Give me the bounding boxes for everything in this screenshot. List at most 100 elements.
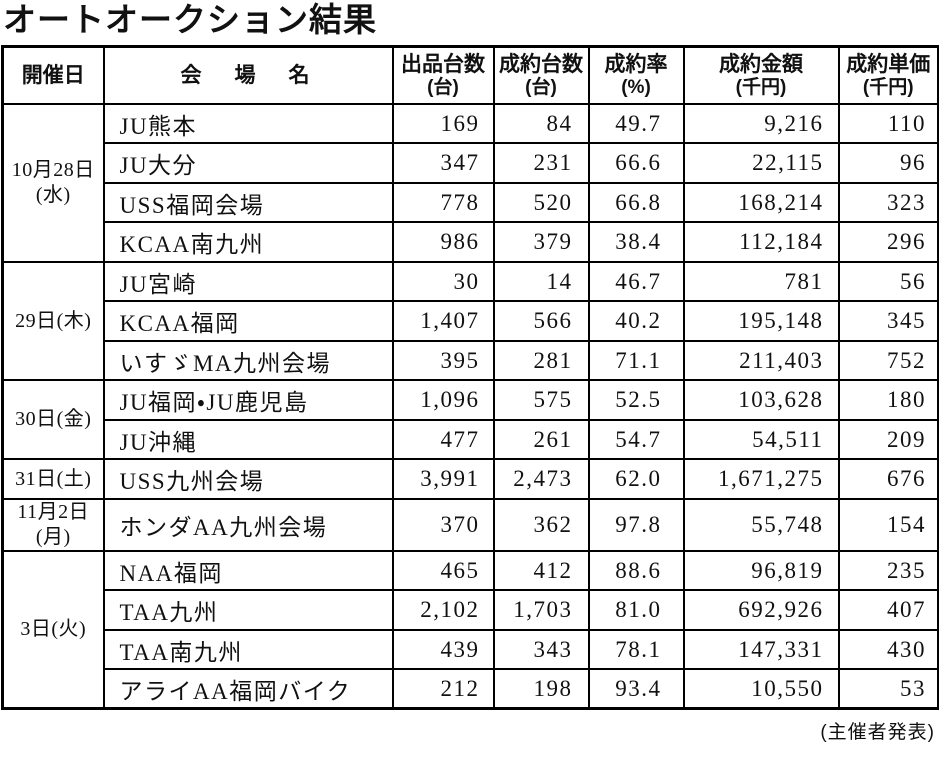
unit-price-cell: 296 <box>837 221 939 263</box>
sold-cell: 575 <box>492 379 590 421</box>
amount-cell: 9,216 <box>682 102 840 145</box>
venue-cell: KCAA福岡 <box>102 300 394 342</box>
amount-cell: 147,331 <box>682 628 840 671</box>
listed-cell: 3,991 <box>391 458 495 500</box>
amount-cell: 1,671,275 <box>682 458 840 500</box>
rate-cell: 38.4 <box>587 221 685 263</box>
amount-cell: 692,926 <box>682 589 840 631</box>
date-cell: 11月2日(月) <box>1 497 105 552</box>
unit-price-cell: 180 <box>837 379 939 421</box>
date-cell: 30日(金) <box>1 379 105 461</box>
listed-cell: 477 <box>391 418 495 461</box>
rate-cell: 46.7 <box>587 260 685 303</box>
col-header-rate-unit: (%) <box>621 76 651 98</box>
rate-cell: 71.1 <box>587 339 685 382</box>
table-row: USS福岡会場 778 520 66.8 168,214 323 <box>3 181 939 224</box>
date-cell: 3日(火) <box>1 549 105 710</box>
venue-cell: KCAA南九州 <box>102 221 394 263</box>
amount-cell: 211,403 <box>682 339 840 382</box>
date-cell: 31日(土) <box>1 458 105 500</box>
table-row: いすゞMA九州会場 395 281 71.1 211,403 752 <box>3 339 939 382</box>
col-header-unit-price-unit: (千円) <box>862 76 914 98</box>
rate-cell: 93.4 <box>587 668 685 710</box>
rate-cell: 62.0 <box>587 458 685 500</box>
unit-price-cell: 407 <box>837 589 939 631</box>
col-header-listed-unit: (台) <box>427 76 459 98</box>
sold-cell: 412 <box>492 549 590 592</box>
amount-cell: 10,550 <box>682 668 840 710</box>
table-row: 30日(金) JU福岡・JU鹿児島 1,096 575 52.5 103,628… <box>1 379 939 461</box>
amount-cell: 781 <box>682 260 840 303</box>
sold-cell: 343 <box>492 628 590 671</box>
unit-price-cell: 110 <box>837 102 939 145</box>
unit-price-cell: 752 <box>837 339 939 382</box>
table-row: 11月2日(月) ホンダAA九州会場 370 362 97.8 55,748 1… <box>1 497 939 552</box>
rate-cell: 88.6 <box>587 549 685 592</box>
amount-cell: 168,214 <box>682 181 840 224</box>
amount-cell: 103,628 <box>682 379 840 421</box>
table-row: KCAA福岡 1,407 566 40.2 195,148 345 <box>3 300 939 342</box>
table-row: 10月28日 (水) JU熊本 169 84 49.7 9,216 110 <box>1 102 939 263</box>
unit-price-cell: 209 <box>837 418 939 461</box>
table-row: 3日(火) NAA福岡 465 412 88.6 96,819 235 <box>1 549 939 710</box>
unit-price-cell: 430 <box>837 628 939 671</box>
date-cell: 10月28日 (水) <box>1 102 105 263</box>
venue-cell: TAA南九州 <box>102 628 394 671</box>
venue-cell: ホンダAA九州会場 <box>102 497 394 552</box>
amount-cell: 112,184 <box>682 221 840 263</box>
table-row: KCAA南九州 986 379 38.4 112,184 296 <box>3 221 939 263</box>
col-header-sold-unit: (台) <box>525 76 557 98</box>
listed-cell: 169 <box>391 102 495 145</box>
sold-cell: 14 <box>492 260 590 303</box>
unit-price-cell: 53 <box>837 668 939 710</box>
table-row: アライAA福岡バイク 212 198 93.4 10,550 53 <box>3 668 939 710</box>
venue-cell: USS九州会場 <box>102 458 394 500</box>
listed-cell: 212 <box>391 668 495 710</box>
sold-cell: 84 <box>492 102 590 145</box>
table-row: 29日(木) JU宮崎 30 14 46.7 781 56 <box>1 260 939 382</box>
col-header-date: 開催日 <box>1 45 105 105</box>
table-row: TAA南九州 439 343 78.1 147,331 430 <box>3 628 939 671</box>
rate-cell: 52.5 <box>587 379 685 421</box>
sold-cell: 362 <box>492 497 590 552</box>
listed-cell: 30 <box>391 260 495 303</box>
amount-cell: 195,148 <box>682 300 840 342</box>
table-row: TAA九州 2,102 1,703 81.0 692,926 407 <box>3 589 939 631</box>
table-row: 31日(土) USS九州会場 3,991 2,473 62.0 1,671,27… <box>1 458 939 500</box>
listed-cell: 370 <box>391 497 495 552</box>
sold-cell: 379 <box>492 221 590 263</box>
col-header-amount-label: 成約金額 <box>719 53 803 77</box>
amount-cell: 22,115 <box>682 142 840 184</box>
venue-cell: TAA九州 <box>102 589 394 631</box>
col-header-amount-unit: (千円) <box>735 76 787 98</box>
listed-cell: 439 <box>391 628 495 671</box>
col-header-listed-label: 出品台数 <box>401 53 485 77</box>
unit-price-cell: 676 <box>837 458 939 500</box>
unit-price-cell: 96 <box>837 142 939 184</box>
table-row: JU大分 347 231 66.6 22,115 96 <box>3 142 939 184</box>
sold-cell: 2,473 <box>492 458 590 500</box>
listed-cell: 1,407 <box>391 300 495 342</box>
rate-cell: 54.7 <box>587 418 685 461</box>
venue-cell: JU大分 <box>102 142 394 184</box>
col-header-rate-label: 成約率 <box>604 53 668 77</box>
col-header-unit-price: 成約単価 (千円) <box>837 45 939 105</box>
rate-cell: 49.7 <box>587 102 685 145</box>
venue-cell: いすゞMA九州会場 <box>102 339 394 382</box>
col-header-rate: 成約率 (%) <box>587 45 685 105</box>
unit-price-cell: 323 <box>837 181 939 224</box>
source-note: (主催者発表) <box>820 722 935 744</box>
venue-cell: USS福岡会場 <box>102 181 394 224</box>
venue-cell: JU熊本 <box>102 102 394 145</box>
rate-cell: 66.8 <box>587 181 685 224</box>
col-header-venue: 会 場 名 <box>102 45 394 105</box>
sold-cell: 261 <box>492 418 590 461</box>
venue-cell: JU福岡・JU鹿児島 <box>102 379 394 421</box>
venue-cell: NAA福岡 <box>102 549 394 592</box>
listed-cell: 2,102 <box>391 589 495 631</box>
rate-cell: 81.0 <box>587 589 685 631</box>
header-row: 開催日 会 場 名 出品台数 (台) 成約台数 (台) 成約率 (%) 成約金額… <box>1 45 939 105</box>
listed-cell: 347 <box>391 142 495 184</box>
col-header-listed: 出品台数 (台) <box>391 45 495 105</box>
amount-cell: 96,819 <box>682 549 840 592</box>
